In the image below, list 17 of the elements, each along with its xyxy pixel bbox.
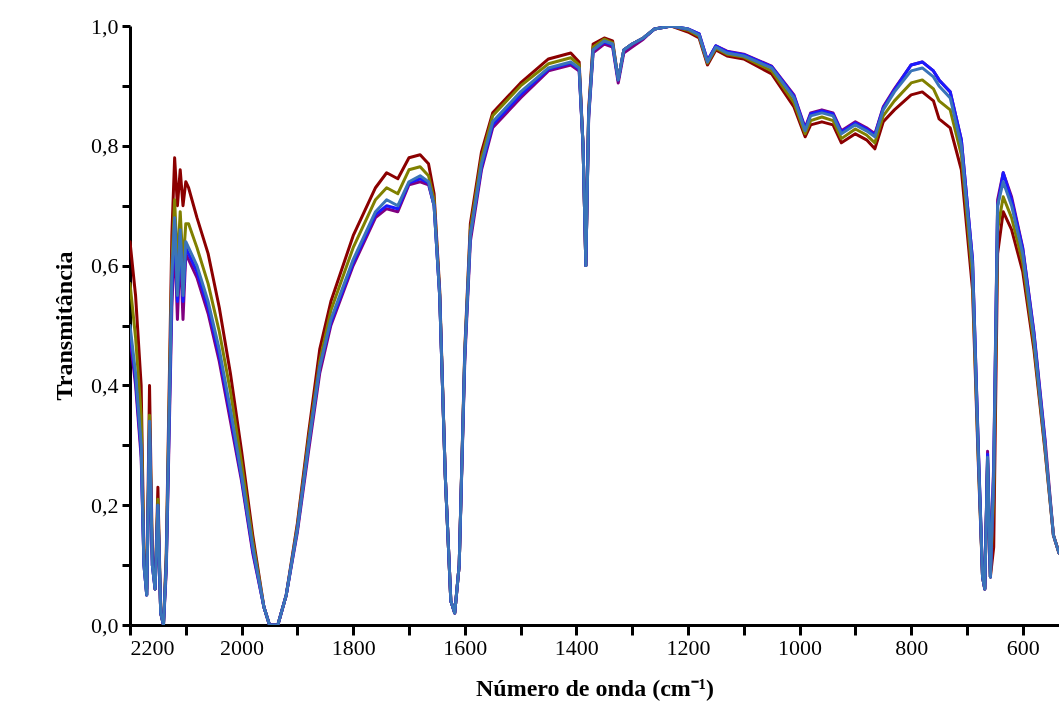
y-tick-label: 0,4 <box>91 372 119 398</box>
y-tick-label: 0,0 <box>91 612 119 638</box>
x-tick-label: 2000 <box>220 634 265 660</box>
y-tick-label: 1,0 <box>91 13 119 39</box>
x-axis-title: Número de onda (cm⁻¹) <box>475 674 715 701</box>
y-axis-title: Transmitância <box>51 251 77 401</box>
y-tick-label: 0,2 <box>91 492 119 518</box>
x-tick-label: 1400 <box>554 634 599 660</box>
x-tick-label: 1000 <box>778 634 823 660</box>
y-tick-label: 0,6 <box>91 253 119 279</box>
y-tick-label: 0,8 <box>91 133 119 159</box>
x-tick-label: 800 <box>895 634 929 660</box>
x-tick-label: 1800 <box>331 634 376 660</box>
x-tick-label: 1600 <box>443 634 488 660</box>
x-tick-label: 1200 <box>666 634 711 660</box>
x-tick-label: 2200 <box>130 634 175 660</box>
x-tick-label: 600 <box>1006 634 1040 660</box>
